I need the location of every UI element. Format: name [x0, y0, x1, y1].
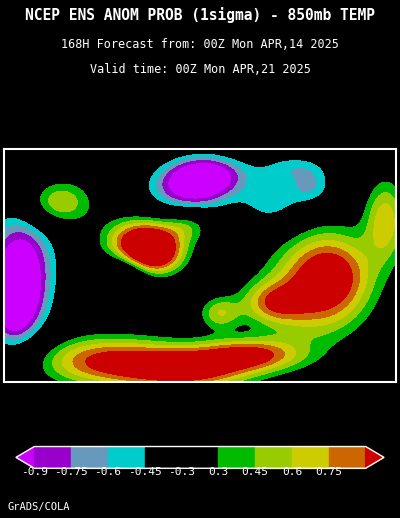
Bar — [218, 447, 255, 468]
Text: -0.9: -0.9 — [21, 467, 48, 478]
Text: 0.3: 0.3 — [208, 467, 228, 478]
Text: GrADS/COLA: GrADS/COLA — [8, 502, 70, 512]
Bar — [182, 447, 218, 468]
Text: NCEP ENS ANOM PROB (1sigma) - 850mb TEMP: NCEP ENS ANOM PROB (1sigma) - 850mb TEMP — [25, 7, 375, 23]
Text: -0.6: -0.6 — [94, 467, 122, 478]
Text: 0.75: 0.75 — [315, 467, 342, 478]
Bar — [255, 447, 292, 468]
Text: -0.45: -0.45 — [128, 467, 162, 478]
Bar — [34, 447, 71, 468]
Text: 168H Forecast from: 00Z Mon APR,14 2025: 168H Forecast from: 00Z Mon APR,14 2025 — [61, 38, 339, 51]
Bar — [145, 447, 182, 468]
Text: -0.75: -0.75 — [54, 467, 88, 478]
Bar — [329, 447, 366, 468]
Text: Valid time: 00Z Mon APR,21 2025: Valid time: 00Z Mon APR,21 2025 — [90, 63, 310, 76]
Polygon shape — [366, 447, 384, 468]
Text: -0.3: -0.3 — [168, 467, 195, 478]
Bar — [292, 447, 329, 468]
Text: 0.45: 0.45 — [242, 467, 269, 478]
Polygon shape — [16, 447, 34, 468]
Text: 0.6: 0.6 — [282, 467, 302, 478]
Bar — [108, 447, 145, 468]
Bar — [71, 447, 108, 468]
